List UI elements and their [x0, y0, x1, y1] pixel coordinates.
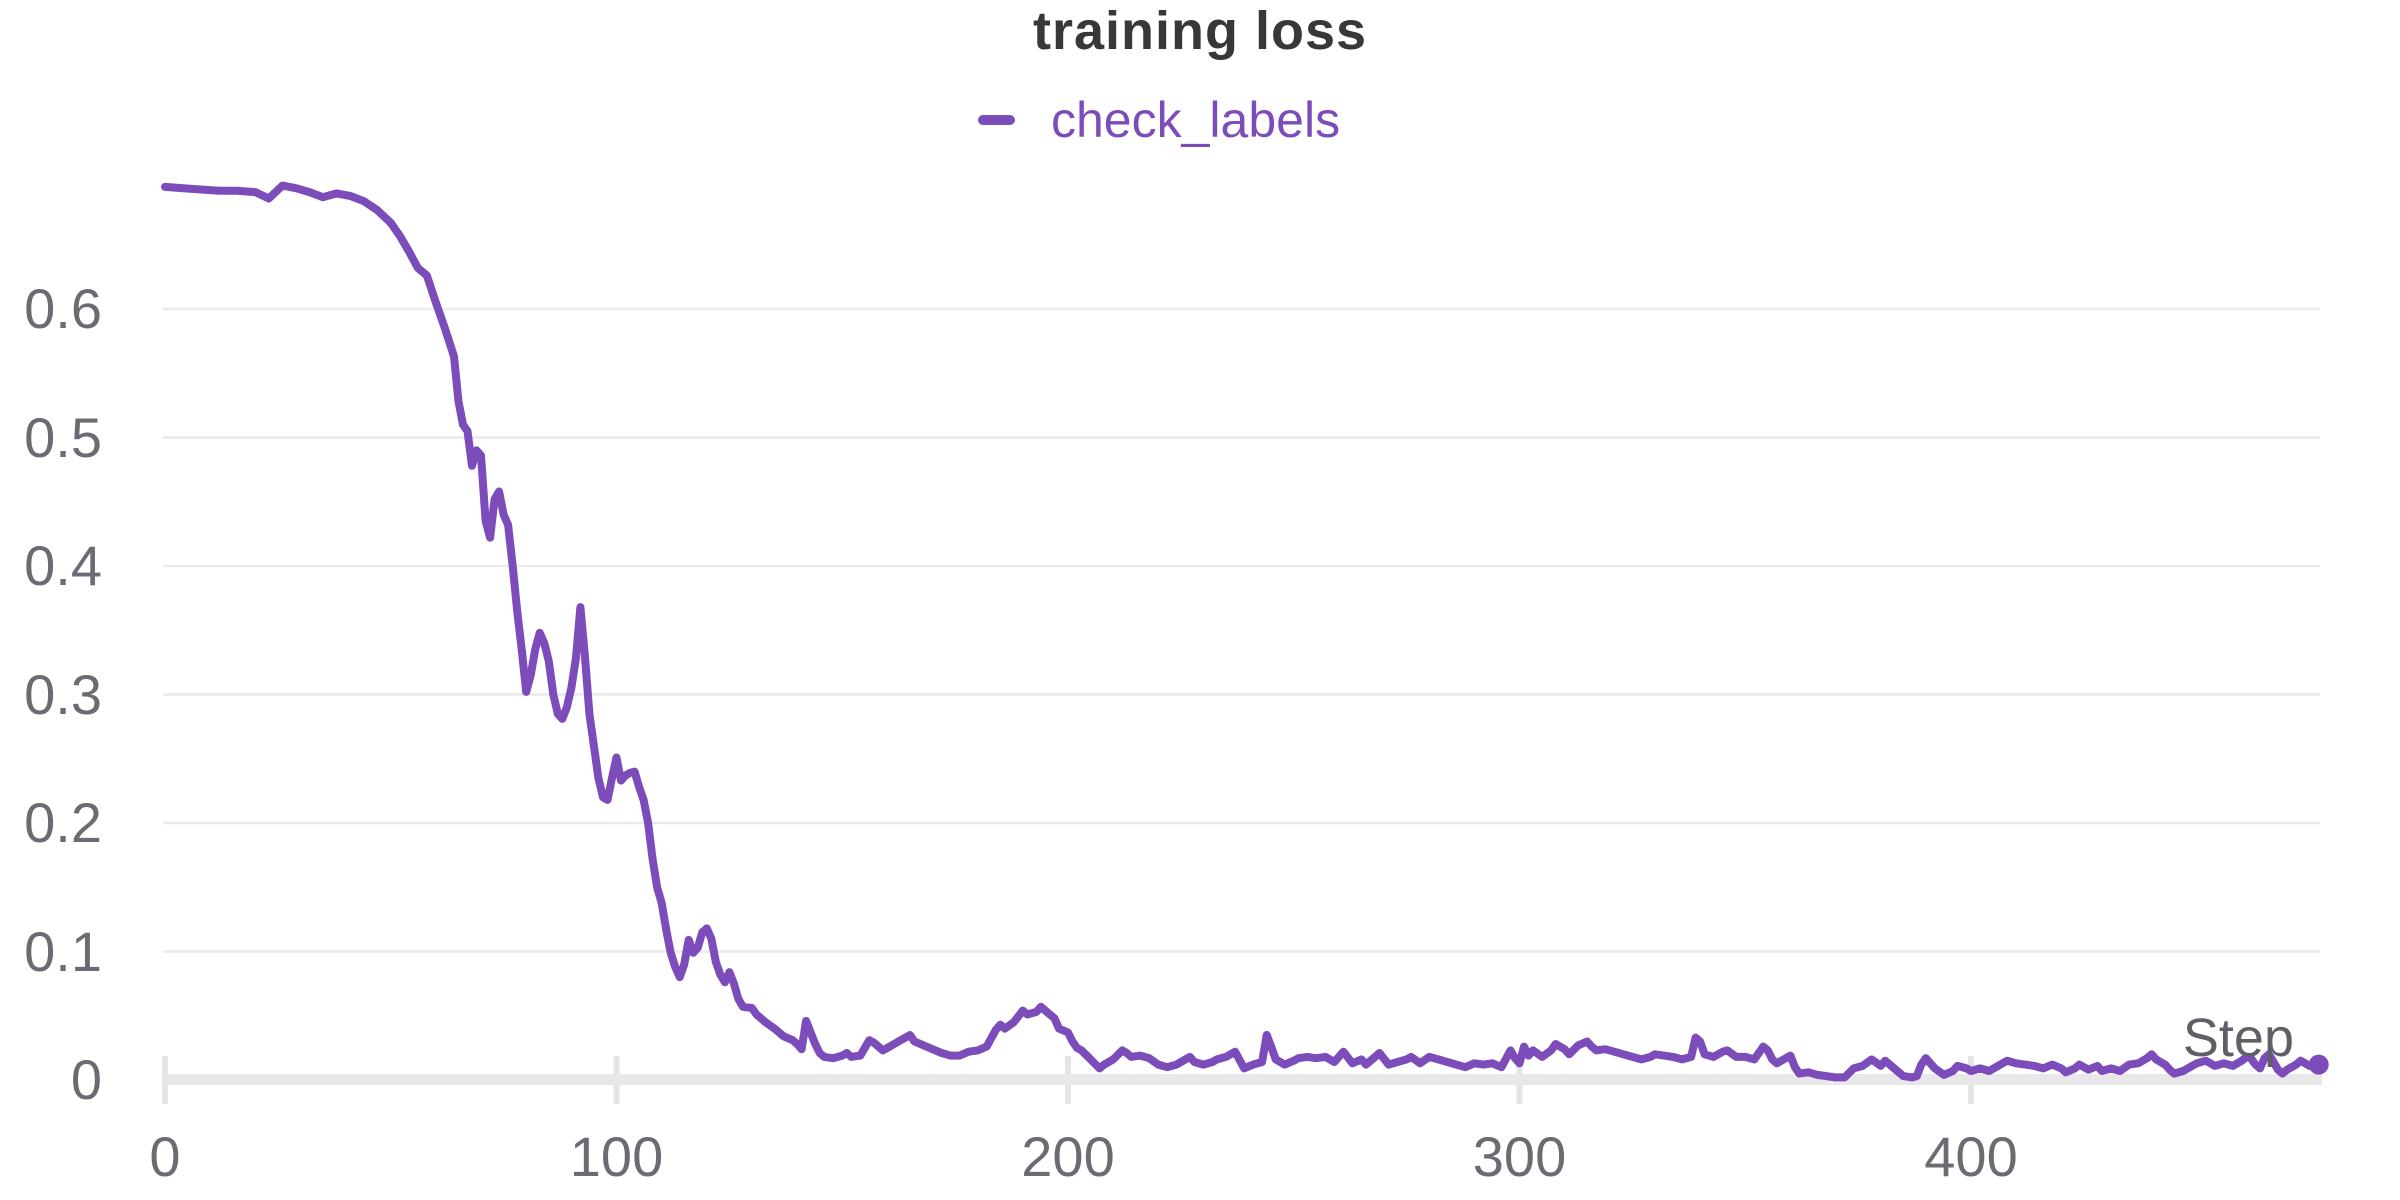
- y-tick-label: 0: [70, 1048, 102, 1111]
- legend-line-marker-icon: [978, 115, 1015, 125]
- end-point-marker[interactable]: [2308, 1054, 2329, 1075]
- loss-curve[interactable]: [161, 181, 2323, 1082]
- x-tick-label: 400: [1924, 1125, 2018, 1188]
- y-tick-label: 0.2: [24, 791, 102, 854]
- legend-series-label: check_labels: [1051, 92, 1341, 148]
- x-tick-label: 200: [1021, 1125, 1115, 1188]
- x-axis-title: Step: [2182, 1008, 2294, 1068]
- x-tick-label: 0: [149, 1125, 181, 1188]
- x-tick-label: 100: [569, 1125, 664, 1188]
- legend[interactable]: check_labels: [978, 94, 1340, 146]
- panel-title: training loss: [1032, 1, 1368, 61]
- y-tick-label: 0.5: [24, 405, 102, 469]
- y-tick-label: 0.4: [24, 534, 102, 597]
- axis-baseline: [163, 1074, 2322, 1085]
- y-tick-label: 0.6: [24, 277, 102, 340]
- y-tick-label: 0.3: [24, 662, 102, 726]
- x-tick-label: 300: [1472, 1125, 1567, 1188]
- y-tick-label: 0.1: [24, 919, 102, 983]
